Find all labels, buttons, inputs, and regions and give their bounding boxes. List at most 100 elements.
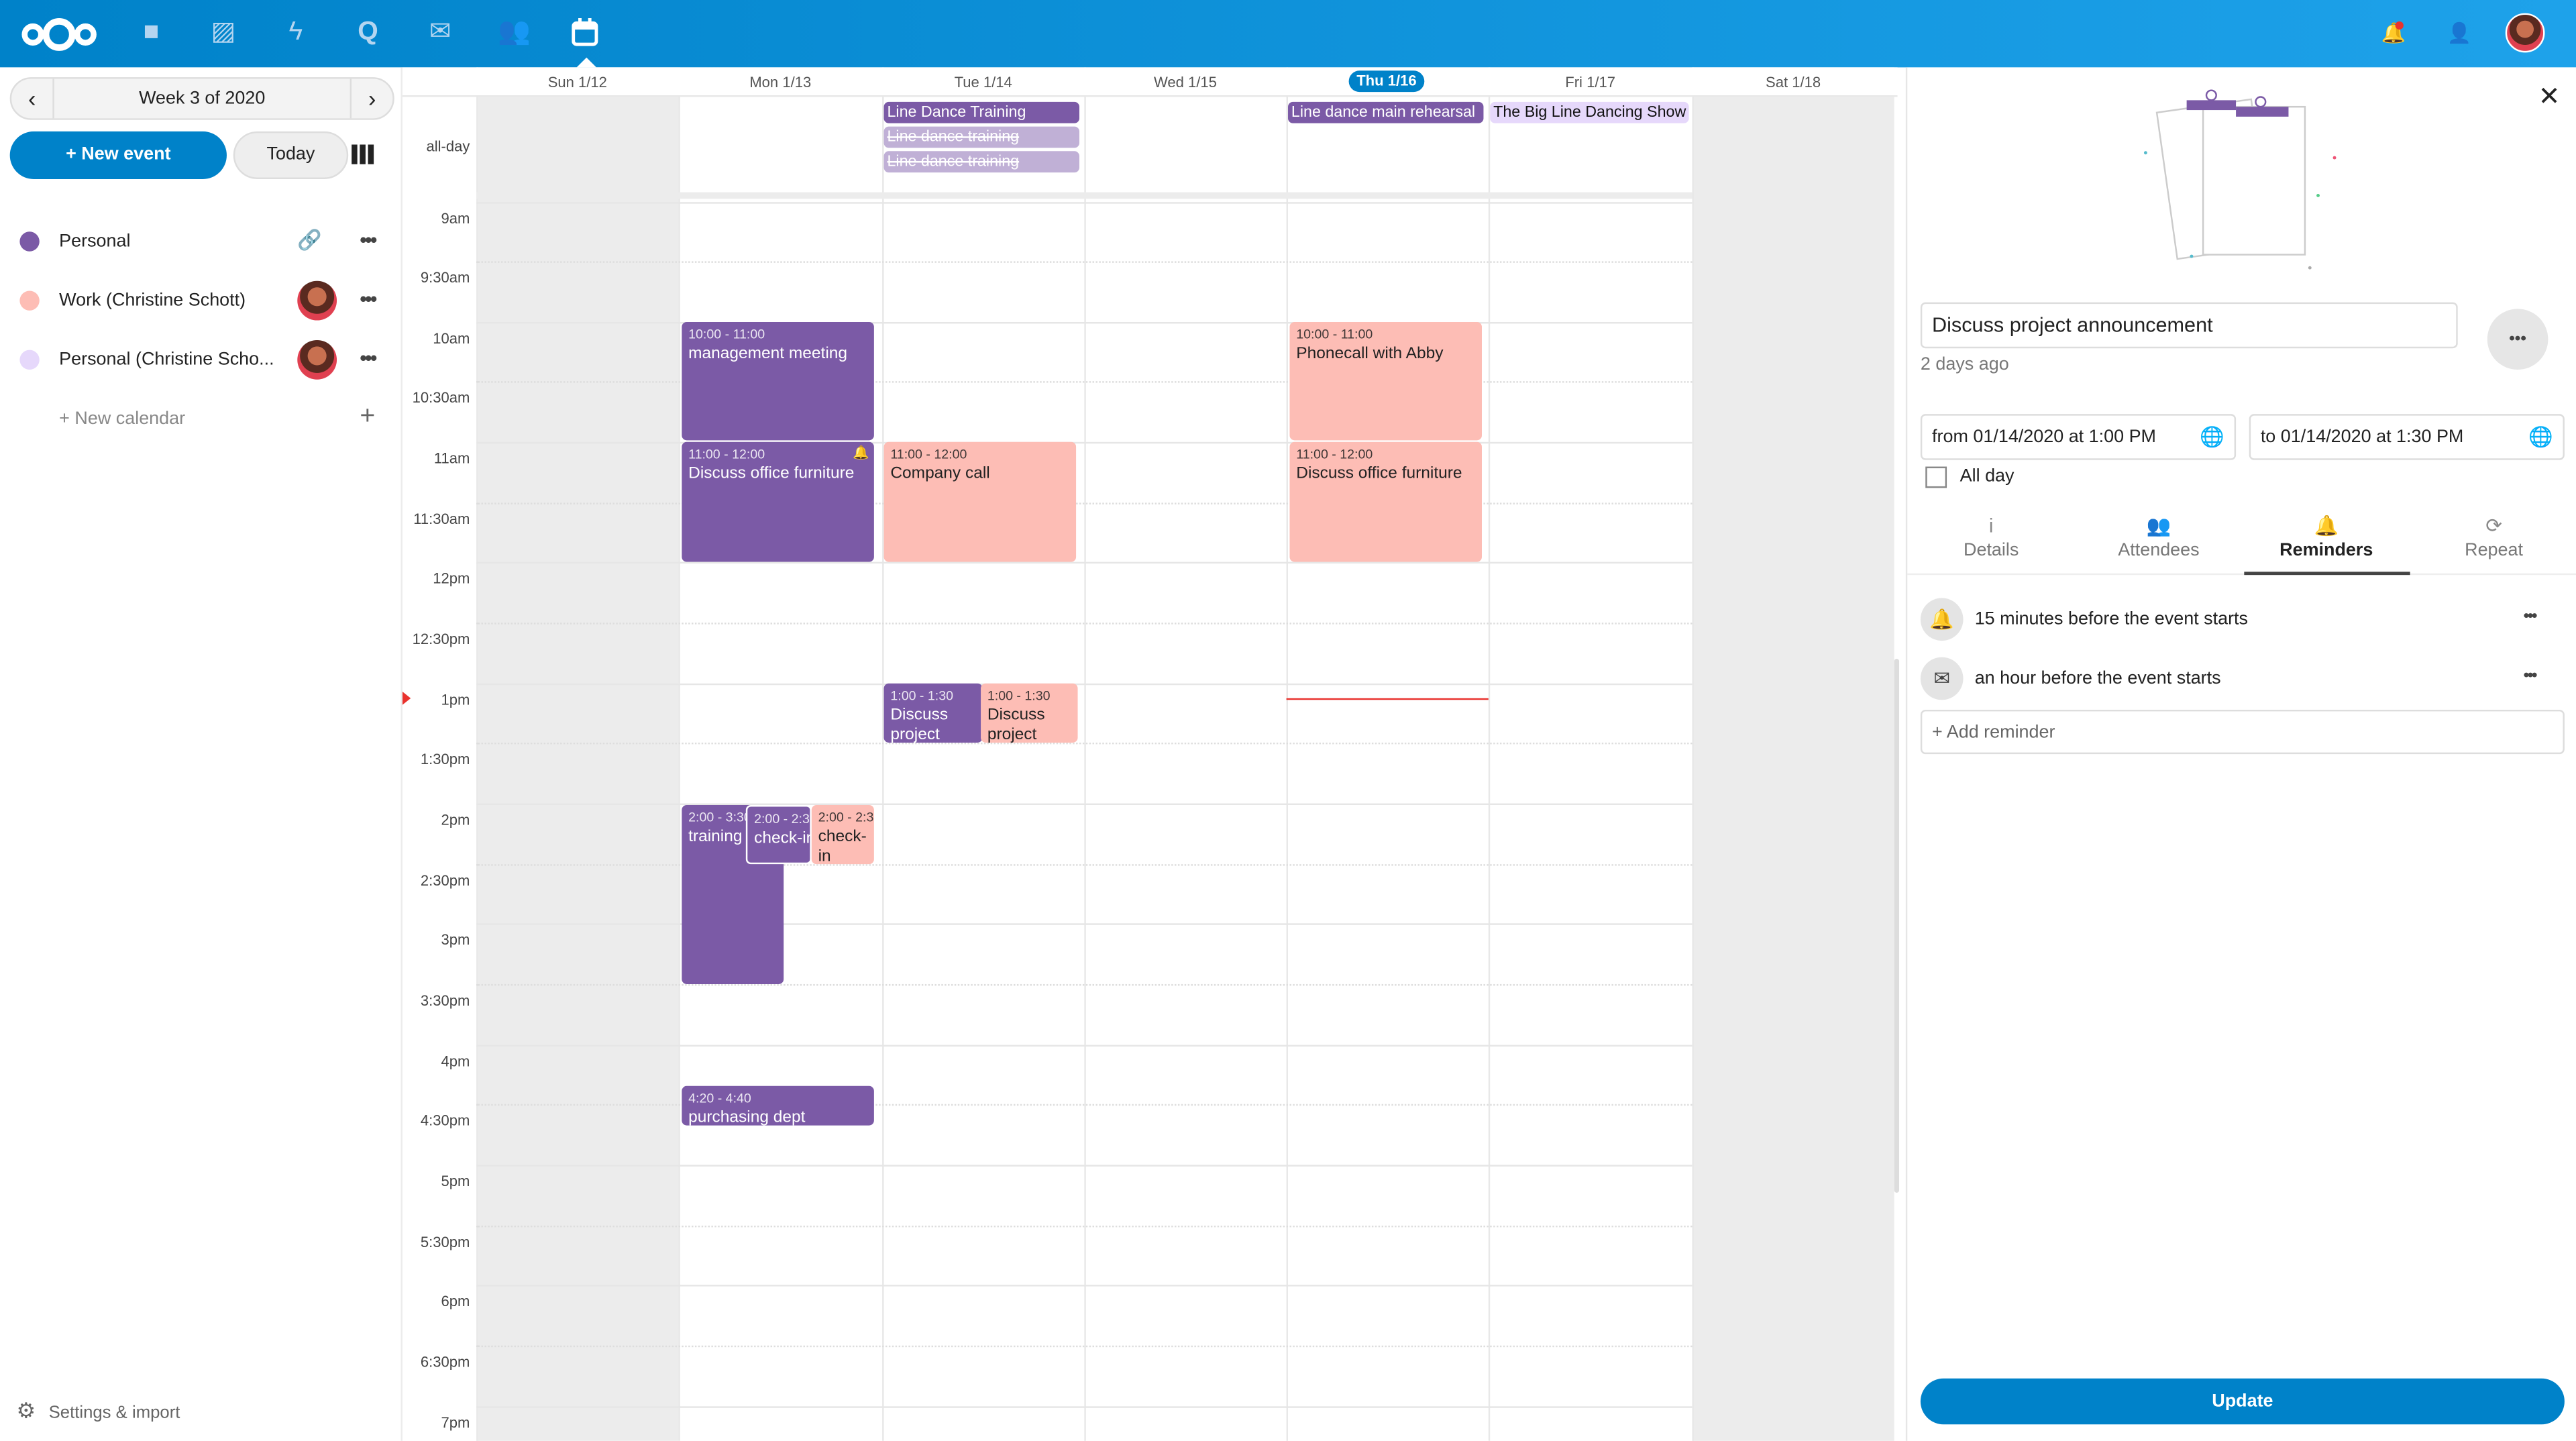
grid-line bbox=[476, 201, 1693, 203]
time-label: 2:30pm bbox=[420, 871, 470, 889]
event-block[interactable]: 11:00 - 12:00 Discuss office furniture bbox=[1289, 441, 1482, 562]
all-day-event[interactable]: The Big Line Dancing Show bbox=[1490, 101, 1689, 123]
day-header[interactable]: Mon 1/13 bbox=[749, 74, 812, 91]
timezone-globe-icon[interactable]: 🌐 bbox=[2528, 425, 2553, 449]
event-title: check-in bbox=[754, 829, 812, 848]
all-day-event[interactable]: Line dance main rehearsal bbox=[1288, 101, 1484, 123]
share-link-icon[interactable]: 🔗 bbox=[297, 228, 322, 252]
all-day-event-cancelled[interactable]: Line dance training bbox=[883, 126, 1079, 148]
settings-button[interactable]: ⚙ Settings & import bbox=[16, 1398, 180, 1424]
time-label: 12:30pm bbox=[412, 631, 470, 648]
event-block[interactable]: 2:00 - 2:30 check-in bbox=[811, 805, 874, 865]
event-time: 1:00 - 1:30 bbox=[987, 688, 1051, 704]
calendar-item-personal[interactable]: Personal 🔗 ••• bbox=[0, 217, 402, 266]
event-title: Phonecall with Abby bbox=[1296, 345, 1444, 364]
day-column-wed[interactable] bbox=[1084, 67, 1286, 1441]
reminder-options-icon[interactable]: ••• bbox=[2523, 608, 2538, 627]
new-event-button[interactable]: + New event bbox=[9, 131, 227, 179]
day-header[interactable]: Wed 1/15 bbox=[1153, 74, 1217, 91]
grid-line bbox=[476, 1224, 1693, 1227]
event-title-input[interactable]: Discuss project announcement bbox=[1920, 302, 2458, 349]
event-block[interactable]: 11:00 - 12:00 Company call bbox=[883, 441, 1077, 562]
time-label: 4pm bbox=[441, 1052, 470, 1069]
tab-reminders[interactable]: 🔔 Reminders bbox=[2243, 515, 2410, 561]
calendar-icon[interactable] bbox=[572, 17, 598, 48]
activity-icon[interactable]: ϟ bbox=[288, 17, 303, 46]
close-icon[interactable]: ✕ bbox=[2538, 83, 2561, 112]
view-switch-icon[interactable] bbox=[352, 144, 374, 164]
day-column-sun[interactable] bbox=[476, 67, 679, 1441]
tab-label: Reminders bbox=[2279, 540, 2373, 561]
next-week-button[interactable]: › bbox=[350, 78, 393, 119]
reminder-options-icon[interactable]: ••• bbox=[2523, 667, 2538, 686]
all-day-event[interactable]: Line Dance Training bbox=[883, 101, 1079, 123]
photos-icon[interactable]: ▨ bbox=[211, 17, 236, 46]
all-day-checkbox[interactable] bbox=[1925, 466, 1947, 488]
previous-week-button[interactable]: ‹ bbox=[11, 78, 54, 119]
more-options-icon[interactable]: ••• bbox=[360, 346, 377, 370]
reminder-item[interactable]: 🔔 15 minutes before the event starts ••• bbox=[1920, 595, 2565, 644]
nextcloud-logo[interactable] bbox=[19, 16, 99, 52]
timezone-globe-icon[interactable]: 🌐 bbox=[2200, 425, 2224, 449]
day-column-thu[interactable] bbox=[1286, 67, 1489, 1441]
calendar-color-dot[interactable] bbox=[19, 350, 40, 370]
plus-icon[interactable]: + bbox=[360, 403, 376, 431]
start-date-input[interactable]: from 01/14/2020 at 1:00 PM 🌐 bbox=[1920, 414, 2237, 460]
event-actions-button[interactable]: ••• bbox=[2487, 309, 2548, 370]
event-title: management meeting bbox=[688, 345, 848, 364]
event-block[interactable]: 10:00 - 11:00 Phonecall with Abby bbox=[1289, 322, 1482, 441]
week-picker[interactable]: Week 3 of 2020 bbox=[139, 89, 266, 109]
contacts-menu-icon[interactable]: 👤 bbox=[2447, 21, 2472, 45]
event-block[interactable]: 2:00 - 2:30 check-in bbox=[745, 805, 812, 865]
time-label: 2pm bbox=[441, 811, 470, 829]
event-block[interactable]: 10:00 - 11:00 management meeting bbox=[682, 322, 874, 441]
event-block[interactable]: 4:20 - 4:40 purchasing dept bbox=[682, 1085, 874, 1126]
grid-line bbox=[476, 1165, 1693, 1167]
more-options-icon[interactable]: ••• bbox=[360, 287, 377, 311]
new-calendar-button[interactable]: + New calendar + bbox=[0, 394, 402, 443]
grid-line bbox=[476, 803, 1693, 806]
event-block[interactable]: 1:00 - 1:30 Discuss project announcement bbox=[981, 683, 1078, 743]
tab-attendees[interactable]: 👥 Attendees bbox=[2075, 515, 2243, 561]
event-time: 10:00 - 11:00 bbox=[1296, 327, 1373, 342]
end-date-input[interactable]: to 01/14/2020 at 1:30 PM 🌐 bbox=[2249, 414, 2565, 460]
add-reminder-button[interactable]: + Add reminder bbox=[1920, 709, 2565, 755]
contacts-icon[interactable]: 👥 bbox=[498, 17, 531, 46]
info-icon: i bbox=[1988, 514, 1994, 537]
day-header[interactable]: Sat 1/18 bbox=[1766, 74, 1821, 91]
event-title: Company call bbox=[890, 465, 990, 484]
tab-repeat[interactable]: ⟳ Repeat bbox=[2410, 515, 2576, 561]
talk-icon[interactable]: Q bbox=[358, 17, 378, 46]
scrollbar[interactable] bbox=[1894, 659, 1900, 1193]
day-column-fri[interactable] bbox=[1488, 67, 1693, 1441]
day-column-mon[interactable] bbox=[678, 67, 882, 1441]
tab-details[interactable]: i Details bbox=[1907, 515, 2075, 561]
calendar-item-work[interactable]: Work (Christine Schott) ••• bbox=[0, 276, 402, 325]
day-column-tue[interactable] bbox=[882, 67, 1084, 1441]
grid-line bbox=[476, 743, 1693, 745]
files-icon[interactable]: ■ bbox=[143, 17, 160, 46]
today-button[interactable]: Today bbox=[233, 131, 349, 179]
day-column-sat[interactable] bbox=[1692, 67, 1894, 1441]
all-day-event-cancelled[interactable]: Line dance training bbox=[883, 151, 1079, 173]
calendar-color-dot[interactable] bbox=[19, 231, 40, 252]
calendar-color-dot[interactable] bbox=[19, 290, 40, 311]
mail-icon[interactable]: ✉ bbox=[429, 17, 451, 46]
time-label: 11am bbox=[433, 450, 470, 467]
user-avatar[interactable] bbox=[2505, 13, 2545, 53]
day-header-today[interactable]: Thu 1/16 bbox=[1348, 70, 1425, 93]
day-header[interactable]: Sun 1/12 bbox=[547, 74, 607, 91]
day-header[interactable]: Fri 1/17 bbox=[1565, 74, 1615, 91]
reminder-item[interactable]: ✉ an hour before the event starts ••• bbox=[1920, 654, 2565, 703]
update-button[interactable]: Update bbox=[1920, 1378, 2565, 1425]
notifications-icon[interactable]: 🔔 bbox=[2381, 21, 2406, 45]
event-title: Discuss office furniture bbox=[688, 465, 855, 484]
event-block[interactable]: 11:00 - 12:00 Discuss office furniture 🔔 bbox=[682, 441, 874, 562]
active-tab-indicator bbox=[2244, 572, 2410, 576]
calendar-item-personal-shared[interactable]: Personal (Christine Scho... ••• bbox=[0, 335, 402, 384]
day-header[interactable]: Tue 1/14 bbox=[954, 74, 1012, 91]
notification-badge bbox=[2395, 21, 2404, 30]
event-block-selected[interactable]: 1:00 - 1:30 Discuss project announcement bbox=[883, 683, 983, 743]
more-options-icon[interactable]: ••• bbox=[360, 228, 377, 252]
event-title: Discuss office furniture bbox=[1296, 465, 1462, 484]
